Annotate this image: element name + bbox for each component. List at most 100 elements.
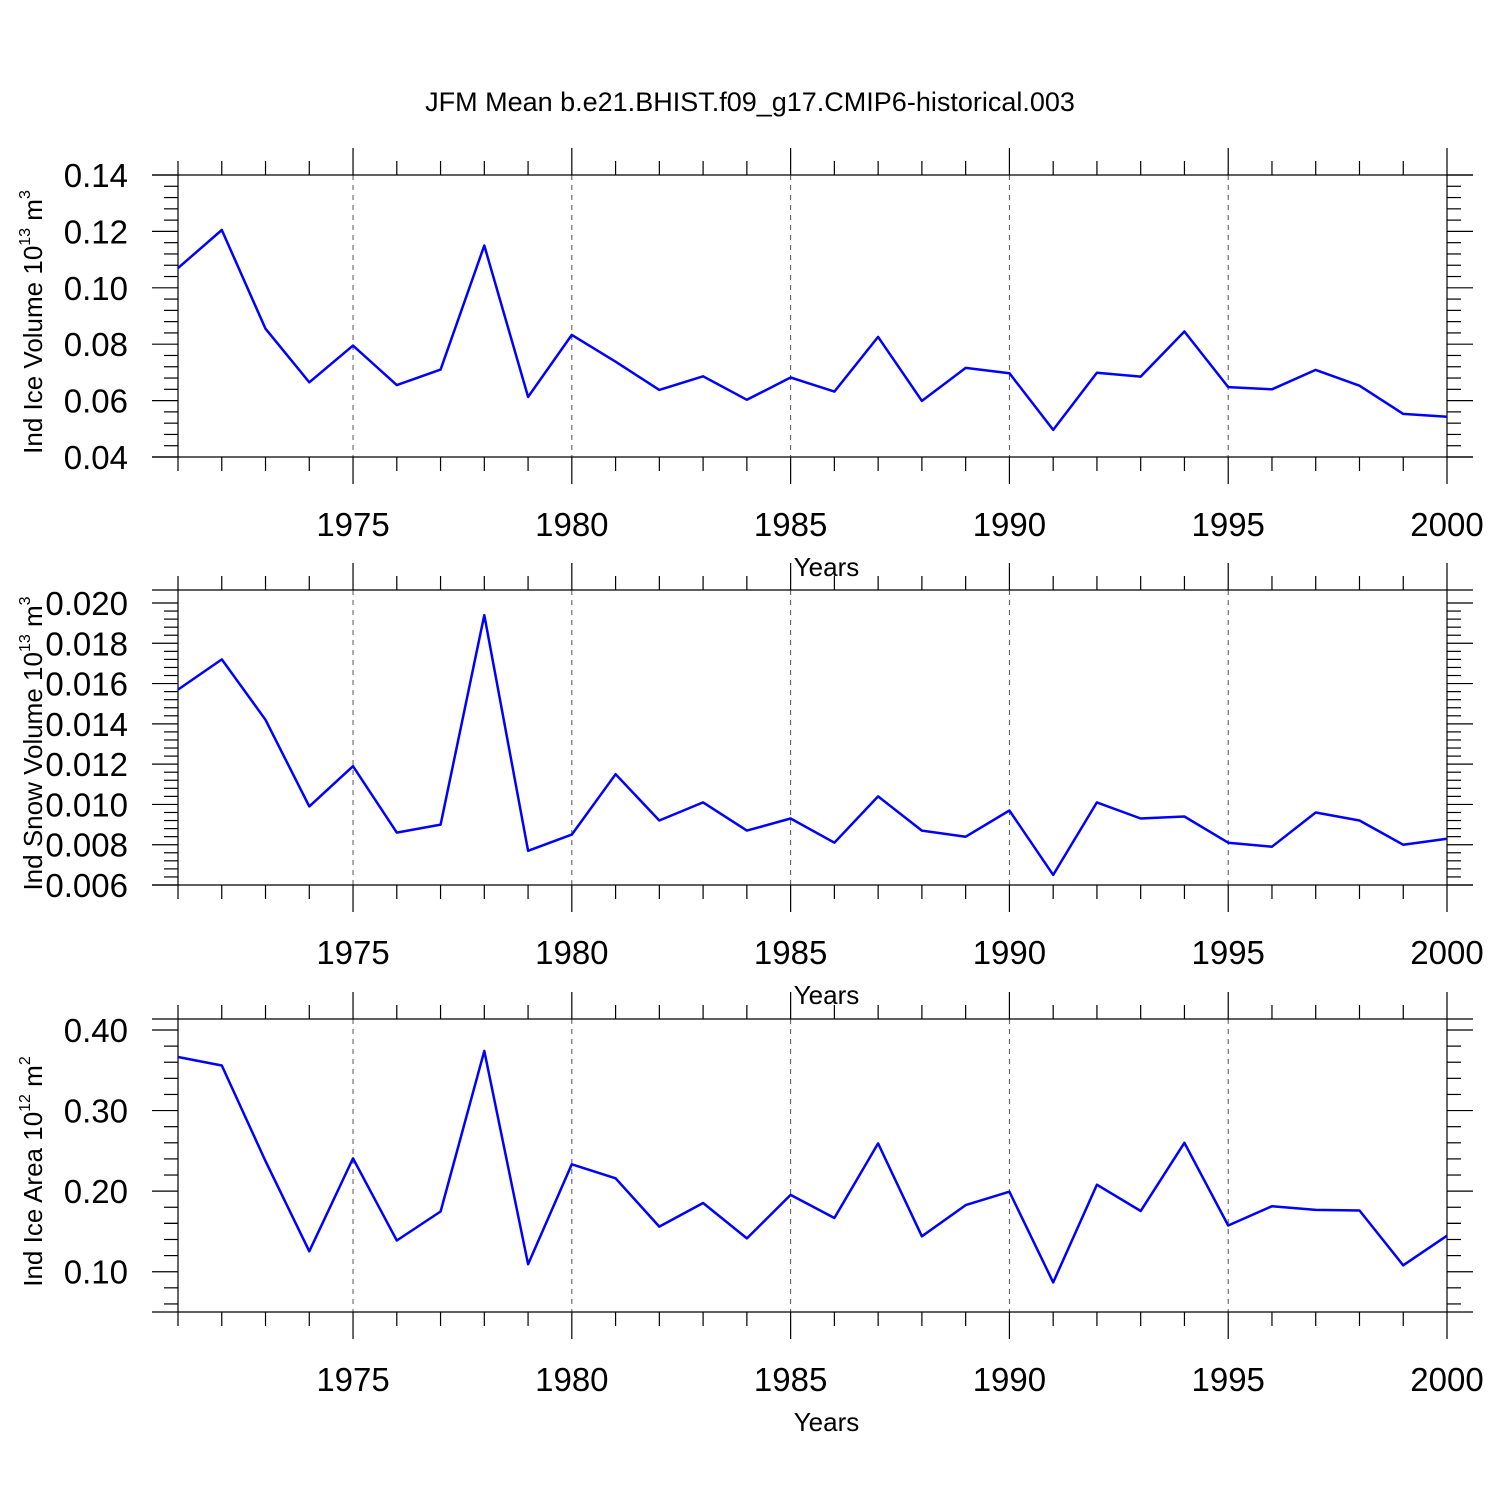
panels: 1975 1980 1985 1990 1995 2000 0.04 0.06 0.08 0.10… <box>17 148 1484 1437</box>
x-tick-label: 1980 <box>535 934 608 971</box>
data-point-1988 <box>919 828 925 834</box>
data-point-1983 <box>700 799 706 805</box>
data-point-1975 <box>350 343 356 349</box>
data-point-1982 <box>656 1224 662 1230</box>
data-point-1997 <box>1313 1207 1319 1213</box>
data-point-1996 <box>1269 844 1275 850</box>
data-point-1991 <box>1050 1279 1056 1285</box>
y-axis-title-superscript: 13 <box>17 228 34 246</box>
data-point-1975 <box>350 1155 356 1161</box>
data-point-1999 <box>1400 842 1406 848</box>
data-point-1992 <box>1094 799 1100 805</box>
data-point-1976 <box>394 382 400 388</box>
y-axis-title-superscript: 3 <box>17 596 34 605</box>
data-point-1998 <box>1356 1207 1362 1213</box>
series-line-ind-ice-area <box>177 1049 1448 1284</box>
data-point-1975 <box>350 763 356 769</box>
data-point-1990 <box>1006 370 1012 376</box>
data-point-1993 <box>1138 1208 1144 1214</box>
data-point-1977 <box>438 367 444 373</box>
data-point-1990 <box>1006 807 1012 813</box>
data-point-1995 <box>1225 840 1231 846</box>
x-tick-label: 1975 <box>316 934 389 971</box>
data-point-1992 <box>1094 1182 1100 1188</box>
y-tick-label: 0.30 <box>64 1093 128 1130</box>
data-point-1985 <box>788 374 794 380</box>
y-tick-label: 0.10 <box>64 270 128 307</box>
data-point-1986 <box>831 389 837 395</box>
data-point-1977 <box>438 1209 444 1215</box>
x-tick-label: 2000 <box>1410 1361 1483 1398</box>
data-point-1994 <box>1181 329 1187 335</box>
data-point-1985 <box>788 816 794 822</box>
data-point-1973 <box>263 1158 269 1164</box>
series-line-ind-snow-volume <box>177 613 1448 877</box>
data-point-1971 <box>175 1054 181 1060</box>
y-axis-title: Ind Ice Volume 1013 m3 <box>17 190 48 454</box>
y-axis-title-superscript: 12 <box>17 1094 34 1112</box>
y-tick-label: 0.016 <box>45 666 128 703</box>
data-point-1999 <box>1400 1262 1406 1268</box>
data-point-1981 <box>613 359 619 365</box>
data-point-1989 <box>963 834 969 840</box>
y-axis-title-superscript: 13 <box>17 634 34 652</box>
data-point-1997 <box>1313 809 1319 815</box>
y-tick-label: 0.14 <box>64 157 128 194</box>
data-point-1993 <box>1138 374 1144 380</box>
y-axis-title: Ind Snow Volume 1013 m3 <box>17 596 48 890</box>
y-axis-title: Ind Ice Area 1012 m2 <box>17 1056 48 1287</box>
data-point-1981 <box>613 771 619 777</box>
data-point-1973 <box>263 326 269 332</box>
x-axis-title: Years <box>794 1407 860 1437</box>
y-axis-title-text: Ind Snow Volume 10 <box>18 652 48 891</box>
data-point-1984 <box>744 828 750 834</box>
data-point-1974 <box>306 803 312 809</box>
data-point-1976 <box>394 830 400 836</box>
x-tick-label: 1995 <box>1191 506 1264 543</box>
data-point-1977 <box>438 822 444 828</box>
data-point-2000 <box>1444 836 1450 842</box>
y-axis-title-superscript: 2 <box>17 1056 34 1065</box>
data-point-1971 <box>175 265 181 271</box>
data-point-1978 <box>481 1048 487 1054</box>
data-point-1974 <box>306 379 312 385</box>
y-tick-label: 0.40 <box>64 1012 128 1049</box>
data-point-1991 <box>1050 427 1056 433</box>
x-axis-title: Years <box>794 552 860 582</box>
data-point-1976 <box>394 1238 400 1244</box>
data-point-1999 <box>1400 411 1406 417</box>
y-tick-label: 0.018 <box>45 625 128 662</box>
y-tick-label: 0.06 <box>64 383 128 420</box>
x-tick-label: 1985 <box>754 506 827 543</box>
data-point-1996 <box>1269 386 1275 392</box>
y-axis-title-text: m <box>18 605 48 634</box>
data-point-1983 <box>700 373 706 379</box>
data-point-1980 <box>569 1161 575 1167</box>
data-point-2000 <box>1444 1233 1450 1239</box>
data-point-1980 <box>569 832 575 838</box>
data-point-1981 <box>613 1175 619 1181</box>
data-point-1995 <box>1225 384 1231 390</box>
data-point-1994 <box>1181 814 1187 820</box>
x-tick-label: 1995 <box>1191 934 1264 971</box>
data-point-1986 <box>831 1215 837 1221</box>
data-point-1989 <box>963 365 969 371</box>
data-point-1996 <box>1269 1203 1275 1209</box>
x-tick-label: 1990 <box>973 1361 1046 1398</box>
y-tick-label: 0.04 <box>64 439 128 476</box>
data-point-1998 <box>1356 383 1362 389</box>
x-tick-label: 1980 <box>535 1361 608 1398</box>
data-point-1988 <box>919 1233 925 1239</box>
x-tick-label: 1980 <box>535 506 608 543</box>
data-point-2000 <box>1444 414 1450 420</box>
data-point-1972 <box>219 656 225 662</box>
data-point-1974 <box>306 1248 312 1254</box>
x-tick-label: 2000 <box>1410 934 1483 971</box>
chart-panel-2: 1975 1980 1985 1990 1995 20000.0060.0080.0100… <box>17 563 1484 1010</box>
data-point-1998 <box>1356 818 1362 824</box>
y-tick-label: 0.10 <box>64 1254 128 1291</box>
data-point-1997 <box>1313 367 1319 373</box>
data-point-1978 <box>481 243 487 249</box>
data-point-1979 <box>525 1261 531 1267</box>
